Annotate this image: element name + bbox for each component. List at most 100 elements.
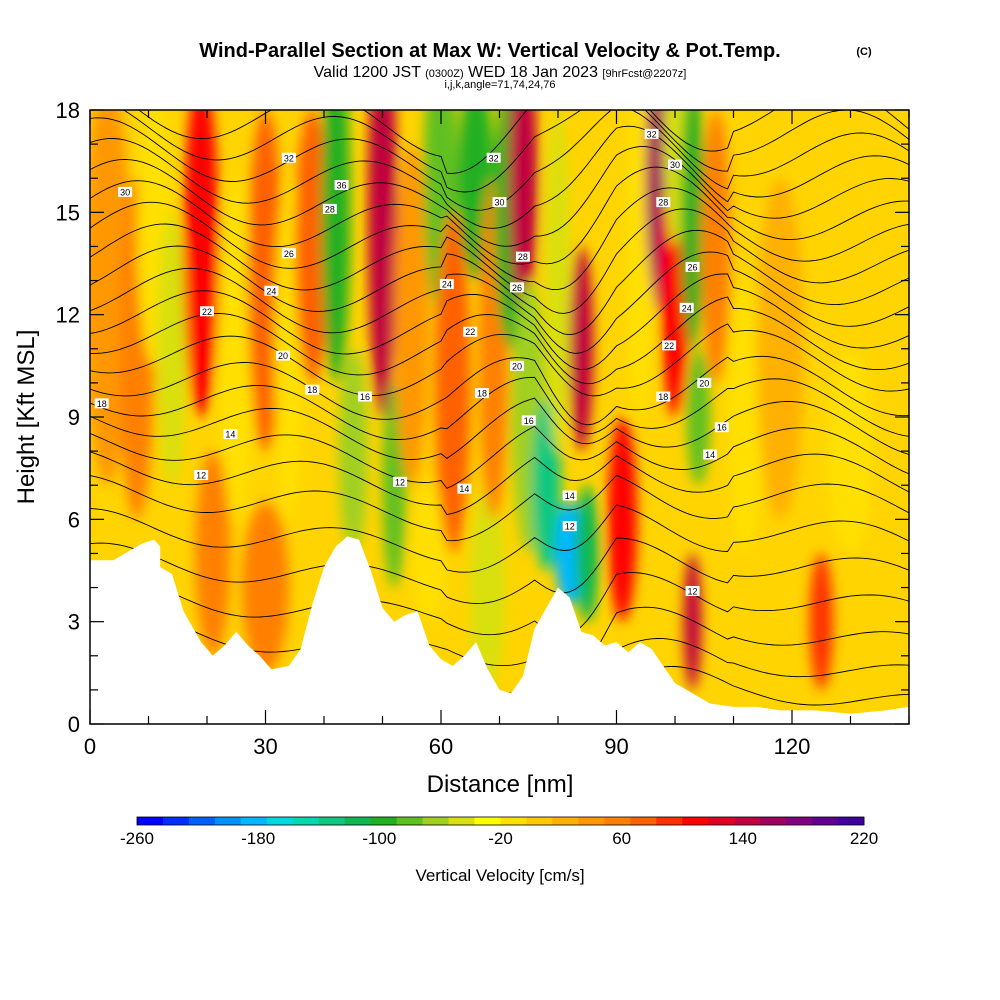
- velocity-cell: [727, 280, 763, 554]
- theta-label: 20: [276, 350, 291, 361]
- y-tick-label: 15: [56, 200, 80, 225]
- theta-label: 22: [662, 340, 677, 351]
- colorbar-frame: [136, 816, 865, 826]
- theta-label-text: 32: [489, 153, 499, 163]
- theta-label-text: 28: [518, 252, 528, 262]
- theta-label-text: 28: [658, 198, 668, 208]
- theta-contour: [90, 355, 909, 426]
- x-tick-label: 90: [604, 734, 628, 759]
- theta-label-bg: [685, 261, 700, 272]
- theta-label-text: 22: [664, 341, 674, 351]
- theta-contour: [90, 572, 909, 636]
- colorbar-label: Vertical Velocity [cm/s]: [415, 866, 584, 885]
- theta-label-text: 32: [284, 153, 294, 163]
- x-tick-label: 60: [429, 734, 453, 759]
- velocity-cell: [294, 110, 330, 383]
- theta-label-text: 16: [360, 392, 370, 402]
- theta-label-text: 36: [337, 181, 347, 191]
- velocity-cell: [195, 451, 231, 656]
- y-tick-label: 0: [68, 712, 80, 737]
- colorbar-swatch: [448, 817, 475, 825]
- theta-label-bg: [305, 384, 320, 395]
- theta-label-bg: [697, 377, 712, 388]
- theta-label-bg: [521, 415, 536, 426]
- theta-label: 24: [439, 278, 454, 289]
- theta-label-bg: [94, 398, 109, 409]
- theta-contour: [90, 166, 909, 265]
- y-tick-label: 18: [56, 98, 80, 123]
- colorbar-swatch: [526, 817, 553, 825]
- theta-label-bg: [281, 248, 296, 259]
- theta-label-bg: [276, 350, 291, 361]
- theta-label: 14: [223, 429, 238, 440]
- theta-label: 16: [357, 391, 372, 402]
- theta-label-text: 14: [225, 430, 235, 440]
- theta-label-bg: [439, 278, 454, 289]
- theta-label-text: 26: [512, 283, 522, 293]
- theta-contour: [90, 474, 909, 542]
- theta-label: 22: [200, 306, 214, 317]
- theta-label: 18: [94, 398, 109, 409]
- theta-label-text: 30: [670, 160, 680, 170]
- theta-label-text: 12: [395, 477, 405, 487]
- theta-label: 14: [703, 449, 718, 460]
- theta-label-bg: [393, 476, 408, 487]
- theta-label-bg: [194, 469, 209, 480]
- colorbar-swatch: [474, 817, 501, 825]
- theta-contour: [90, 229, 909, 336]
- theta-label-text: 18: [307, 385, 317, 395]
- theta-label-bg: [644, 128, 659, 139]
- colorbar-swatch: [422, 817, 449, 825]
- theta-label-text: 30: [120, 187, 130, 197]
- theta-label-bg: [679, 302, 694, 313]
- theta-label-bg: [668, 159, 682, 170]
- colorbar-tick-label: -20: [488, 829, 513, 848]
- y-tick-label: 6: [68, 507, 80, 532]
- theta-label: 18: [656, 391, 671, 402]
- velocity-cell: [569, 246, 594, 452]
- theta-label: 16: [714, 422, 729, 433]
- x-tick-label: 120: [774, 734, 811, 759]
- subtitle-date: WED 18 Jan 2023: [468, 64, 598, 81]
- theta-label-bg: [562, 521, 577, 532]
- colorbar-swatch: [188, 817, 216, 825]
- theta-contour: [90, 187, 909, 291]
- theta-label: 32: [644, 128, 659, 139]
- colorbar-tick-label: 220: [850, 829, 878, 848]
- velocity-cell: [218, 178, 254, 520]
- colorbar-swatch: [682, 817, 709, 825]
- colorbar-swatch: [708, 817, 735, 825]
- theta-label: 14: [562, 490, 577, 501]
- theta-label: 28: [515, 251, 530, 262]
- theta-label-text: 28: [325, 204, 335, 214]
- theta-label-text: 18: [658, 392, 668, 402]
- theta-label: 12: [562, 521, 577, 532]
- theta-label: 20: [697, 377, 712, 388]
- colorbar-swatch: [240, 817, 268, 825]
- theta-label: 26: [685, 261, 700, 272]
- theta-label: 30: [668, 159, 682, 170]
- theta-label-text: 32: [647, 129, 657, 139]
- velocity-field: [90, 110, 874, 690]
- velocity-cell: [394, 144, 430, 486]
- theta-label-text: 14: [565, 491, 575, 501]
- theta-label-text: 14: [459, 484, 469, 494]
- theta-label: 36: [334, 180, 349, 191]
- colorbar-swatch: [838, 817, 865, 825]
- theta-contour: [90, 323, 909, 397]
- theta-contour: [122, 110, 909, 193]
- colorbar-swatch: [214, 817, 242, 825]
- velocity-cell: [338, 348, 368, 554]
- theta-label-bg: [685, 585, 700, 596]
- theta-label-bg: [357, 391, 372, 402]
- theta-label: 22: [463, 326, 478, 337]
- theta-label: 28: [322, 203, 337, 214]
- velocity-cell: [827, 348, 874, 554]
- colorbar-swatch: [162, 817, 190, 825]
- theta-label-bg: [656, 391, 671, 402]
- theta-label-text: 14: [705, 450, 715, 460]
- theta-label: 28: [656, 197, 671, 208]
- theta-label-bg: [281, 152, 296, 163]
